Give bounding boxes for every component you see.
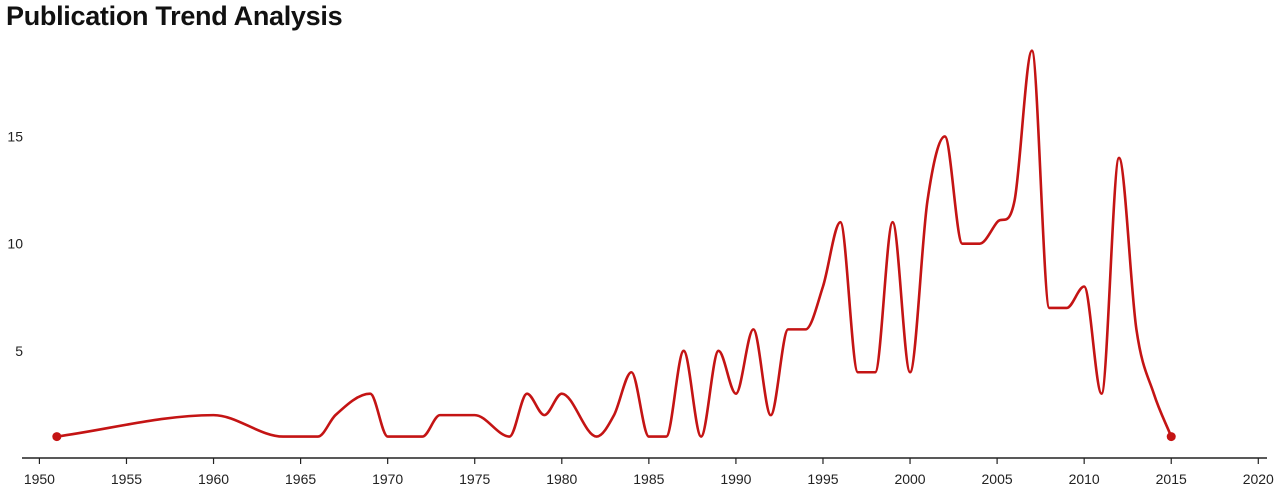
endpoint-marker (1166, 432, 1176, 442)
x-tick-label: 2010 (1069, 471, 1100, 487)
x-tick-label: 1980 (546, 471, 577, 487)
x-tick-label: 1995 (807, 471, 838, 487)
x-tick-label: 1965 (285, 471, 316, 487)
x-tick-label: 1975 (459, 471, 490, 487)
x-tick-label: 1990 (720, 471, 751, 487)
x-tick-label: 1960 (198, 471, 229, 487)
chart-title: Publication Trend Analysis (6, 1, 343, 31)
y-tick-label: 5 (15, 343, 23, 359)
x-tick-label: 2000 (894, 471, 925, 487)
x-tick-label: 1970 (372, 471, 403, 487)
x-tick-label: 1985 (633, 471, 664, 487)
x-tick-label: 2015 (1156, 471, 1187, 487)
y-tick-label: 15 (7, 128, 23, 144)
endpoint-marker (52, 432, 62, 442)
y-tick-label: 10 (7, 236, 23, 252)
x-tick-label: 1950 (24, 471, 55, 487)
series-line (55, 49, 1173, 438)
x-tick-label: 1955 (111, 471, 142, 487)
x-axis: 1950 1955 1960 1965 1970 1975 1980 1985 1990 1995… (22, 457, 1274, 487)
y-axis-labels: 5 10 15 (7, 128, 23, 358)
x-tick-label: 2005 (982, 471, 1013, 487)
series-layer (52, 49, 1176, 442)
x-tick-label: 2020 (1243, 471, 1274, 487)
